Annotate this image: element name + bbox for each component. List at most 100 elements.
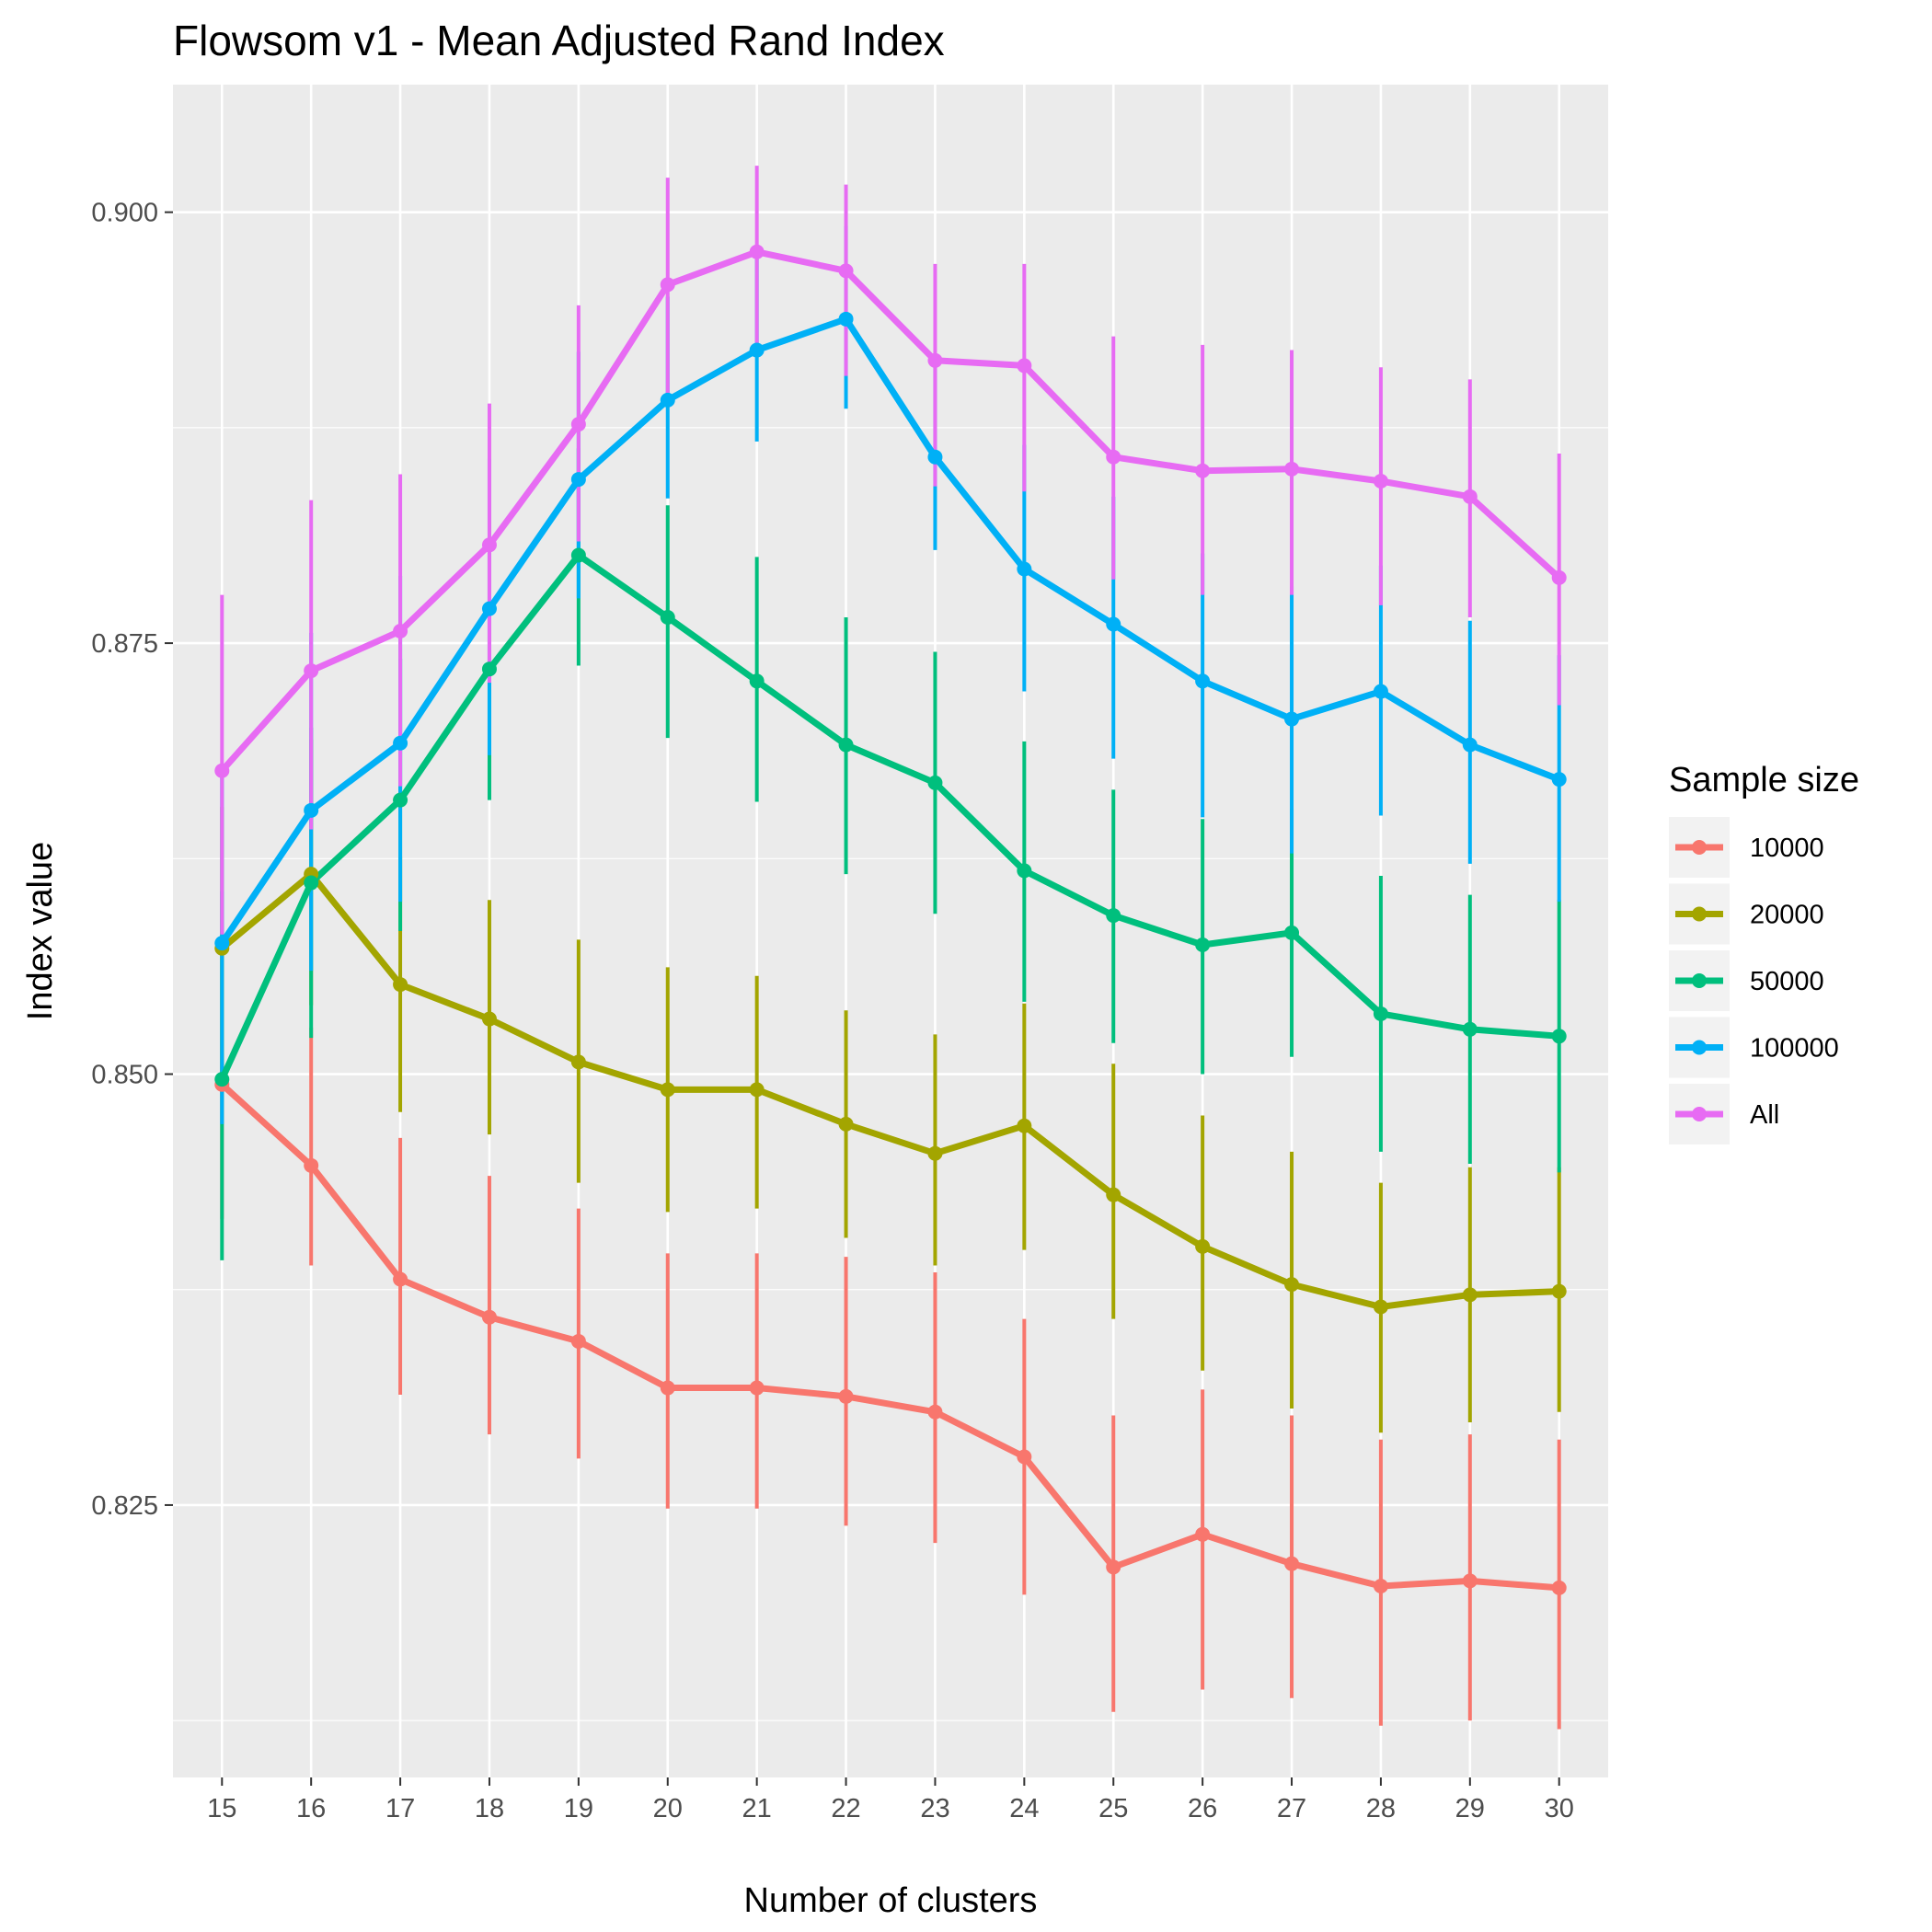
- series-line-All: [218, 248, 1563, 775]
- data-point-20000: [393, 977, 408, 993]
- data-point-10000: [1106, 1559, 1121, 1575]
- data-point-100000: [1551, 772, 1567, 788]
- x-tick-label: 26: [1188, 1794, 1217, 1823]
- x-tick-label: 15: [207, 1794, 236, 1823]
- plot-panel: [173, 85, 1608, 1777]
- data-point-All: [570, 417, 586, 432]
- x-tick-label: 18: [475, 1794, 504, 1823]
- data-point-All: [927, 352, 943, 368]
- y-tick-label: 0.900: [91, 199, 158, 228]
- data-point-20000: [838, 1116, 854, 1132]
- data-point-50000: [481, 661, 497, 677]
- data-point-50000: [1017, 863, 1032, 879]
- data-point-100000: [481, 601, 497, 616]
- legend-key-point: [1692, 906, 1707, 922]
- data-point-All: [1373, 473, 1388, 489]
- data-point-10000: [570, 1333, 586, 1349]
- data-point-10000: [1017, 1449, 1032, 1465]
- minor-gridlines: [173, 427, 1608, 1721]
- data-point-10000: [1373, 1579, 1388, 1594]
- legend: Sample size 10000 20000 50000 100000 All: [1669, 761, 1859, 1144]
- x-tick-label: 29: [1455, 1794, 1485, 1823]
- legend-title: Sample size: [1669, 761, 1859, 799]
- data-point-10000: [1462, 1573, 1478, 1589]
- legend-key-point: [1692, 1107, 1707, 1121]
- data-point-50000: [570, 547, 586, 563]
- data-point-50000: [1373, 1006, 1388, 1021]
- data-point-10000: [749, 1380, 765, 1396]
- data-point-50000: [214, 1072, 230, 1087]
- data-point-20000: [481, 1011, 497, 1027]
- legend-key-point: [1692, 840, 1707, 855]
- series-line-10000: [218, 1081, 1563, 1592]
- data-point-All: [749, 244, 765, 259]
- data-point-100000: [570, 472, 586, 488]
- data-point-All: [304, 663, 319, 679]
- data-point-20000: [1551, 1283, 1567, 1299]
- x-tick-label: 16: [296, 1794, 326, 1823]
- data-point-10000: [1284, 1556, 1300, 1571]
- data-point-10000: [304, 1157, 319, 1173]
- data-point-100000: [1462, 737, 1478, 753]
- data-point-100000: [1106, 616, 1121, 632]
- data-point-All: [660, 277, 675, 293]
- data-point-20000: [1106, 1187, 1121, 1202]
- x-tick-label: 24: [1009, 1794, 1039, 1823]
- data-point-20000: [1284, 1277, 1300, 1293]
- data-point-All: [1551, 569, 1567, 585]
- x-tick-label: 28: [1366, 1794, 1396, 1823]
- data-point-All: [393, 623, 408, 638]
- series-points: [214, 244, 1567, 1595]
- x-tick-label: 30: [1545, 1794, 1574, 1823]
- data-point-100000: [1017, 561, 1032, 577]
- data-point-50000: [1551, 1029, 1567, 1044]
- data-point-20000: [1017, 1118, 1032, 1133]
- data-point-10000: [1551, 1580, 1567, 1595]
- data-point-100000: [660, 392, 675, 408]
- legend-label: 10000: [1750, 834, 1824, 863]
- y-axis-title: Index value: [21, 842, 60, 1020]
- data-point-20000: [1462, 1287, 1478, 1303]
- data-point-100000: [393, 735, 408, 751]
- data-point-All: [1017, 358, 1032, 374]
- data-point-100000: [304, 802, 319, 818]
- data-point-50000: [838, 737, 854, 753]
- legend-key-point: [1692, 973, 1707, 988]
- x-axis: 15 16 17 18 19 20 21 22 23 24 25 26 27 28 29 30: [207, 1777, 1574, 1823]
- data-point-50000: [1195, 937, 1211, 952]
- data-point-50000: [1106, 908, 1121, 924]
- data-point-50000: [660, 609, 675, 625]
- legend-label: All: [1750, 1100, 1779, 1130]
- data-point-20000: [570, 1054, 586, 1070]
- data-point-100000: [1284, 711, 1300, 727]
- x-tick-label: 21: [742, 1794, 772, 1823]
- data-point-50000: [393, 792, 408, 808]
- data-point-50000: [304, 875, 319, 891]
- data-point-20000: [749, 1082, 765, 1098]
- legend-label: 20000: [1750, 901, 1824, 930]
- data-point-All: [1106, 449, 1121, 465]
- data-point-All: [481, 537, 497, 553]
- data-point-20000: [927, 1145, 943, 1161]
- x-tick-label: 23: [920, 1794, 949, 1823]
- legend-key-point: [1692, 1040, 1707, 1055]
- data-point-100000: [214, 936, 230, 951]
- data-point-10000: [481, 1309, 497, 1325]
- data-point-100000: [927, 449, 943, 465]
- x-axis-title: Number of clusters: [744, 1881, 1038, 1920]
- data-point-50000: [927, 775, 943, 790]
- data-point-100000: [1195, 673, 1211, 689]
- chart-title: Flowsom v1 - Mean Adjusted Rand Index: [173, 17, 945, 64]
- x-tick-label: 19: [564, 1794, 593, 1823]
- data-point-20000: [660, 1082, 675, 1098]
- legend-items: 10000 20000 50000 100000 All: [1669, 817, 1839, 1144]
- x-tick-label: 20: [653, 1794, 683, 1823]
- y-tick-label: 0.825: [91, 1491, 158, 1521]
- x-tick-label: 22: [831, 1794, 860, 1823]
- series-lines: [218, 248, 1563, 1592]
- legend-label: 100000: [1750, 1034, 1839, 1064]
- series-line-50000: [218, 552, 1563, 1083]
- data-point-All: [1195, 463, 1211, 478]
- data-point-10000: [927, 1404, 943, 1420]
